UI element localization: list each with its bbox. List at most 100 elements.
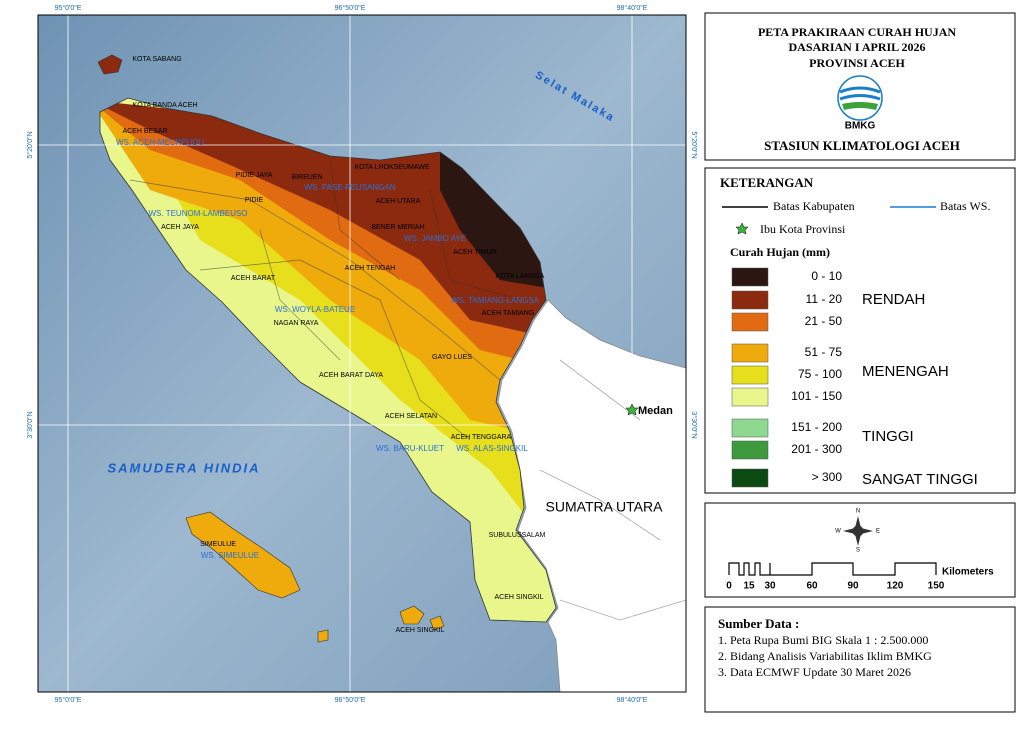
lon-label: 96°50'0"E	[335, 4, 366, 12]
map-labels: KOTA SABANG KOTA BANDA ACEH ACEH BESAR PIDI…	[116, 56, 546, 634]
legend-groups: RENDAH MENENGAH TINGGI SANGAT TINGGI	[862, 291, 978, 488]
title: PETA PRAKIRAAN CURAH HUJAN DASARIAN I AP…	[758, 25, 960, 153]
scale-tick-label: 15	[743, 581, 755, 592]
region-label: KOTA SABANG	[132, 56, 181, 63]
class-range: 75 - 100	[798, 367, 842, 381]
class-swatch	[731, 440, 769, 460]
class-swatch	[731, 290, 769, 310]
scale-tick-label: 120	[887, 581, 904, 592]
region-label: SIMEULUE	[200, 541, 236, 548]
rain-classes: 0 - 10 11 - 20 21 - 50 51 - 75 75 - 100 101 -…	[731, 267, 843, 488]
lat-label: 5°20'0"N	[26, 131, 34, 158]
watershed-label: WS. WOYLA-BATEUE	[275, 305, 355, 314]
region-label: ACEH TENGGARA	[451, 434, 512, 441]
lon-label: 95°0'0"E	[55, 696, 82, 704]
watershed-label: WS. ACEH-MEUREUDU	[116, 138, 204, 147]
region-label: GAYO LUES	[432, 354, 472, 361]
grid-labels: 95°0'0"E 96°50'0"E 98°40'0"E 95°0'0"E 96…	[26, 4, 698, 704]
map-frame	[37, 14, 687, 693]
logo-text: BMKG	[845, 121, 876, 132]
class-swatch	[731, 312, 769, 332]
sources-heading: Sumber Data :	[718, 616, 799, 631]
group-label: TINGGI	[862, 428, 914, 445]
source-item: 1. Peta Rupa Bumi BIG Skala 1 : 2.500.00…	[718, 633, 928, 647]
province-label: SUMATRA UTARA	[546, 499, 664, 515]
legend-item: Batas Kabupaten	[773, 199, 855, 213]
sea-label: SAMUDERA HINDIA	[107, 460, 260, 475]
title-line: PROVINSI ACEH	[809, 56, 905, 70]
lon-label: 95°0'0"E	[55, 4, 82, 12]
class-swatch	[731, 365, 769, 385]
watershed-label: WS. SIMEULUE	[201, 551, 259, 560]
title-line: DASARIAN I APRIL 2026	[788, 40, 925, 54]
logo-waves	[839, 86, 881, 101]
region-label: BIREUEN	[291, 174, 322, 181]
compass-s: S	[856, 548, 860, 554]
region-label: ACEH TAMIANG	[482, 310, 535, 317]
station: STASIUN KLIMATOLOGI ACEH	[764, 138, 960, 153]
class-swatch	[731, 468, 769, 488]
class-range: 0 - 10	[811, 269, 842, 283]
logo-circle	[837, 75, 883, 121]
group-label: SANGAT TINGGI	[862, 471, 978, 488]
group-label: RENDAH	[862, 291, 925, 308]
compass-ring	[852, 525, 864, 537]
region-label: NAGAN RAYA	[274, 320, 319, 327]
compass-n: N	[856, 509, 860, 515]
region-label: BENER MERIAH	[371, 224, 424, 231]
legend-item: Batas WS.	[940, 199, 990, 213]
watershed-label: WS. JAMBO AYE	[404, 234, 466, 243]
region-label: ACEH BARAT DAYA	[319, 372, 383, 379]
simeulue-island	[185, 511, 301, 599]
class-range: 151 - 200	[791, 420, 842, 434]
region-label: ACEH SINGKIL	[395, 627, 444, 634]
region-label: KOTA LANGSA	[496, 273, 545, 280]
region-label: KOTA BANDA ACEH	[133, 102, 198, 109]
lat-label: 3°30'0"N	[690, 411, 698, 438]
legend-heading: KETERANGAN	[720, 175, 814, 190]
scale-tick-label: 0	[726, 581, 732, 592]
scale-bar	[728, 562, 937, 576]
capital-label: Medan	[638, 405, 673, 417]
compass-star	[843, 516, 873, 546]
lon-label: 96°50'0"E	[335, 696, 366, 704]
lon-label: 98°40'0"E	[617, 696, 648, 704]
map-area: KOTA SABANG KOTA BANDA ACEH ACEH BESAR PIDI…	[38, 15, 686, 692]
scale-box	[704, 502, 1016, 598]
region-label: SUBULUSSALAM	[489, 532, 546, 539]
watershed-label: WS. PASE-PEUSANGAN	[305, 183, 396, 192]
region-label: ACEH UTARA	[376, 198, 421, 205]
class-swatch	[731, 387, 769, 407]
region-label: ACEH TIMUR	[453, 249, 496, 256]
watershed-label: WS. BARU-KLUET	[376, 444, 444, 453]
scale-tick-label: 150	[928, 581, 945, 592]
class-range: 21 - 50	[805, 314, 843, 328]
title-line: PETA PRAKIRAAN CURAH HUJAN	[758, 25, 956, 39]
watershed-label: WS. ALAS-SINGKIL	[456, 444, 528, 453]
class-swatch	[731, 343, 769, 363]
rain-title: Curah Hujan (mm)	[730, 245, 830, 259]
class-swatch	[731, 267, 769, 287]
lon-label: 98°40'0"E	[617, 4, 648, 12]
region-label: ACEH SELATAN	[385, 413, 437, 420]
class-range: 11 - 20	[806, 292, 843, 306]
capital-marker	[625, 403, 639, 416]
region-label: PIDIE	[245, 197, 264, 204]
capital-sample	[735, 222, 749, 235]
source-item: 3. Data ECMWF Update 30 Maret 2026	[718, 665, 911, 679]
lat-label: 3°30'0"N	[26, 411, 34, 438]
sources-box	[704, 606, 1016, 713]
banyak-islands	[317, 605, 445, 643]
region-label: PIDIE JAYA	[236, 172, 273, 179]
scale-tick-label: 60	[806, 581, 818, 592]
region-label: ACEH BARAT	[231, 275, 276, 282]
su-boundaries	[539, 359, 686, 621]
compass-e: E	[876, 529, 880, 535]
source-item: 2. Bidang Analisis Variabilitas Iklim BM…	[718, 649, 932, 663]
lat-label: 5°20'0"N	[690, 131, 698, 158]
class-swatch	[731, 418, 769, 438]
legend-item: Ibu Kota Provinsi	[760, 222, 846, 236]
class-range: 201 - 300	[791, 442, 842, 456]
watershed-label: WS. TAMIANG-LANGSA	[451, 296, 540, 305]
